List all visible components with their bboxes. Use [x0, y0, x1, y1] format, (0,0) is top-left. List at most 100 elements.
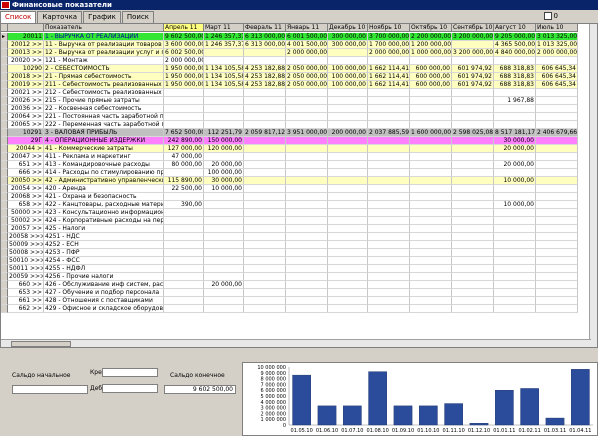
cell-code[interactable]: 20044 >	[8, 145, 44, 153]
cell-value[interactable]	[536, 193, 578, 201]
cell-value[interactable]: 3 951 000,00	[286, 129, 328, 137]
cell-value[interactable]: 1 013 325,00	[536, 41, 578, 49]
cell-value[interactable]	[368, 305, 410, 313]
table-row[interactable]: 20050 >> 42 - Административно управленчес…	[1, 177, 591, 185]
table-row[interactable]: 50008 >>> 4253 - ПФР	[1, 249, 591, 257]
cell-value[interactable]: 6 001 500,00	[286, 33, 328, 41]
cell-value[interactable]	[536, 305, 578, 313]
cell-value[interactable]	[452, 57, 494, 65]
cell-value[interactable]	[536, 161, 578, 169]
cell-value[interactable]	[410, 305, 452, 313]
cell-value[interactable]	[244, 193, 286, 201]
cell-value[interactable]	[536, 265, 578, 273]
cell-value[interactable]	[244, 257, 286, 265]
cell-value[interactable]	[452, 145, 494, 153]
cell-value[interactable]	[536, 137, 578, 145]
cell-name[interactable]: 1 - ВЫРУЧКА ОТ РЕАЛИЗАЦИИ	[44, 33, 164, 41]
column-header-m1[interactable]: Март 11	[204, 24, 244, 32]
cell-value[interactable]	[328, 297, 368, 305]
cell-value[interactable]	[368, 241, 410, 249]
cell-value[interactable]	[164, 249, 204, 257]
cell-value[interactable]	[452, 297, 494, 305]
cell-value[interactable]: 2 037 885,59	[368, 129, 410, 137]
cell-value[interactable]: 3 200 000,00	[452, 33, 494, 41]
cell-value[interactable]	[328, 281, 368, 289]
cell-code[interactable]: 20012 >>	[8, 41, 44, 49]
cell-name[interactable]: 4256 - Прочие налоги	[44, 273, 164, 281]
cell-value[interactable]: 150 000,00	[204, 137, 244, 145]
column-header-m2[interactable]: Февраль 11	[244, 24, 286, 32]
cell-value[interactable]	[244, 201, 286, 209]
cell-value[interactable]: 10 000,00	[494, 177, 536, 185]
cell-value[interactable]	[286, 305, 328, 313]
cell-value[interactable]	[494, 305, 536, 313]
cell-value[interactable]	[452, 289, 494, 297]
cell-value[interactable]	[328, 145, 368, 153]
cell-value[interactable]	[328, 257, 368, 265]
cell-value[interactable]	[368, 265, 410, 273]
cell-value[interactable]	[536, 289, 578, 297]
cell-value[interactable]: 80 000,00	[164, 161, 204, 169]
cell-value[interactable]	[164, 297, 204, 305]
cell-value[interactable]	[452, 161, 494, 169]
cell-name[interactable]: 42 - Административно управленческие затр…	[44, 177, 164, 185]
cell-value[interactable]	[452, 233, 494, 241]
cell-value[interactable]: 10 000,00	[204, 185, 244, 193]
cell-value[interactable]	[368, 89, 410, 97]
chart-bar[interactable]	[545, 417, 565, 426]
cell-value[interactable]	[536, 105, 578, 113]
cell-name[interactable]: 4254 - ФСС	[44, 257, 164, 265]
cell-value[interactable]	[494, 153, 536, 161]
cell-value[interactable]	[286, 281, 328, 289]
cell-value[interactable]: 7 652 500,00	[164, 129, 204, 137]
table-row[interactable]: 653 >> 427 - Обучение и подбор персонала	[1, 289, 591, 297]
cell-value[interactable]	[452, 185, 494, 193]
cell-value[interactable]	[536, 177, 578, 185]
tab-card[interactable]: Карточка	[37, 11, 83, 23]
row-selector[interactable]	[1, 241, 8, 249]
cell-value[interactable]	[328, 289, 368, 297]
cell-value[interactable]	[536, 113, 578, 121]
cell-value[interactable]	[244, 105, 286, 113]
cell-value[interactable]: 1 950 000,00	[164, 81, 204, 89]
cell-code[interactable]: 50002 >>	[8, 217, 44, 225]
horizontal-scroll-thumb[interactable]	[11, 341, 71, 347]
cell-value[interactable]: 1 662 114,41	[368, 73, 410, 81]
cell-value[interactable]: 2 050 000,00	[286, 73, 328, 81]
cell-code[interactable]: 660 >>	[8, 281, 44, 289]
chart-bar[interactable]	[343, 405, 362, 426]
cell-value[interactable]	[494, 289, 536, 297]
cell-value[interactable]: 1 246 357,37	[204, 33, 244, 41]
cell-value[interactable]	[328, 161, 368, 169]
cell-value[interactable]: 22 500,00	[164, 185, 204, 193]
cell-value[interactable]	[244, 305, 286, 313]
cell-value[interactable]	[368, 185, 410, 193]
cell-value[interactable]	[410, 265, 452, 273]
cell-value[interactable]	[204, 297, 244, 305]
table-row[interactable]: 50000 >> 423 - Консультационно информацио…	[1, 209, 591, 217]
cell-name[interactable]: 422 - Канцтовары, расходные материалы	[44, 201, 164, 209]
table-row[interactable]: 20059 >>> 4256 - Прочие налоги	[1, 273, 591, 281]
cell-value[interactable]: 100 000,00	[204, 169, 244, 177]
row-selector[interactable]	[1, 289, 8, 297]
cell-value[interactable]	[164, 305, 204, 313]
cell-value[interactable]	[368, 233, 410, 241]
cell-value[interactable]	[286, 169, 328, 177]
cell-value[interactable]	[452, 193, 494, 201]
cell-value[interactable]: 1 134 105,58	[204, 73, 244, 81]
cell-value[interactable]	[286, 153, 328, 161]
cell-value[interactable]	[536, 145, 578, 153]
cell-value[interactable]	[494, 265, 536, 273]
cell-value[interactable]	[410, 257, 452, 265]
table-row[interactable]: 20065 >> 222 - Переменная часть заработно…	[1, 121, 591, 129]
cell-value[interactable]	[164, 169, 204, 177]
cell-value[interactable]: 120 000,00	[204, 145, 244, 153]
row-selector[interactable]	[1, 273, 8, 281]
cell-value[interactable]: 4 253 182,88	[244, 65, 286, 73]
cell-value[interactable]	[410, 121, 452, 129]
cell-code[interactable]: 20018 >>	[8, 73, 44, 81]
cell-name[interactable]: 221 - Постоянная часть заработной платы	[44, 113, 164, 121]
cell-value[interactable]	[204, 201, 244, 209]
cell-value[interactable]	[204, 257, 244, 265]
cell-value[interactable]	[494, 281, 536, 289]
